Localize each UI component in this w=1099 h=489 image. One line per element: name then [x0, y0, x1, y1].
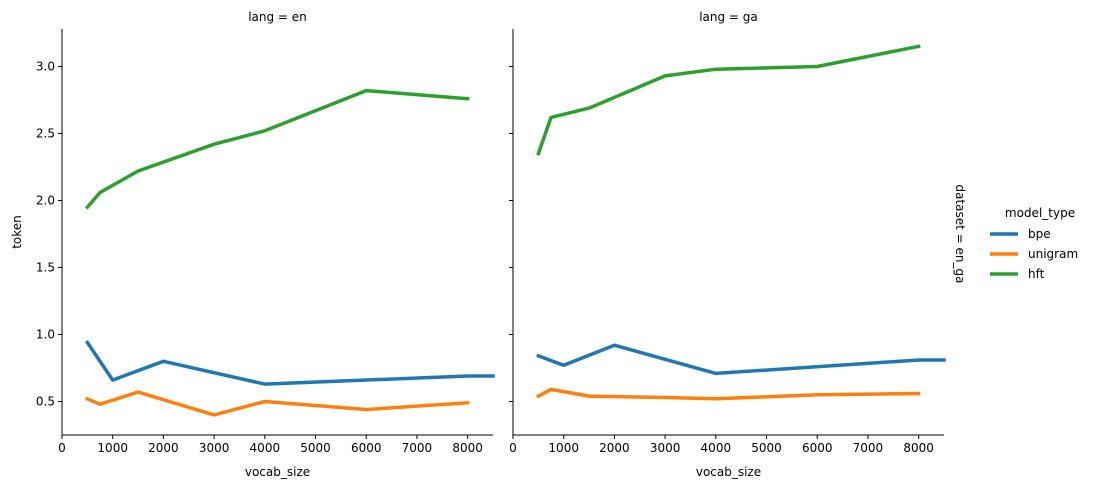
- y-tick-label: 0.5: [36, 395, 55, 409]
- x-tick-label: 8000: [903, 441, 934, 455]
- x-tick-label: 5000: [300, 441, 331, 455]
- y-tick-label: 1.5: [36, 261, 55, 275]
- legend-label-hft: hft: [1028, 267, 1045, 281]
- x-tick-label: 0: [58, 441, 66, 455]
- series-line-hft: [84, 88, 470, 210]
- series-line-bpe: [84, 340, 495, 386]
- legend-label-bpe: bpe: [1028, 227, 1051, 241]
- x-tick-label: 6000: [802, 441, 833, 455]
- x-tick-label: 3000: [650, 441, 681, 455]
- panel-title: lang = en: [248, 10, 307, 24]
- series-line-hft: [536, 44, 921, 156]
- legend-title: model_type: [1005, 206, 1075, 220]
- x-tick-label: 2000: [599, 441, 630, 455]
- panel-title: lang = ga: [699, 10, 758, 24]
- x-tick-label: 5000: [751, 441, 782, 455]
- x-tick-label: 7000: [853, 441, 884, 455]
- x-tick-label: 1000: [548, 441, 579, 455]
- x-tick-label: 8000: [452, 441, 483, 455]
- y-axis-label: token: [10, 215, 24, 249]
- x-axis-label: vocab_size: [245, 465, 310, 479]
- x-tick-label: 1000: [97, 441, 128, 455]
- series-line-bpe: [536, 343, 946, 376]
- y-tick-label: 3.0: [36, 60, 55, 74]
- y-tick-label: 2.0: [36, 194, 55, 208]
- x-tick-label: 4000: [250, 441, 281, 455]
- y-tick-label: 2.5: [36, 127, 55, 141]
- y-tick-label: 1.0: [36, 328, 55, 342]
- x-tick-label: 2000: [148, 441, 179, 455]
- x-tick-label: 4000: [701, 441, 732, 455]
- series-line-unigram: [536, 387, 921, 401]
- x-axis-label: vocab_size: [696, 465, 761, 479]
- x-tick-label: 0: [509, 441, 517, 455]
- x-tick-label: 7000: [402, 441, 433, 455]
- x-tick-label: 3000: [199, 441, 230, 455]
- series-line-unigram: [85, 390, 470, 417]
- x-tick-label: 6000: [351, 441, 382, 455]
- legend-label-unigram: unigram: [1028, 247, 1078, 261]
- row-facet-label: dataset = en_ga: [953, 184, 967, 283]
